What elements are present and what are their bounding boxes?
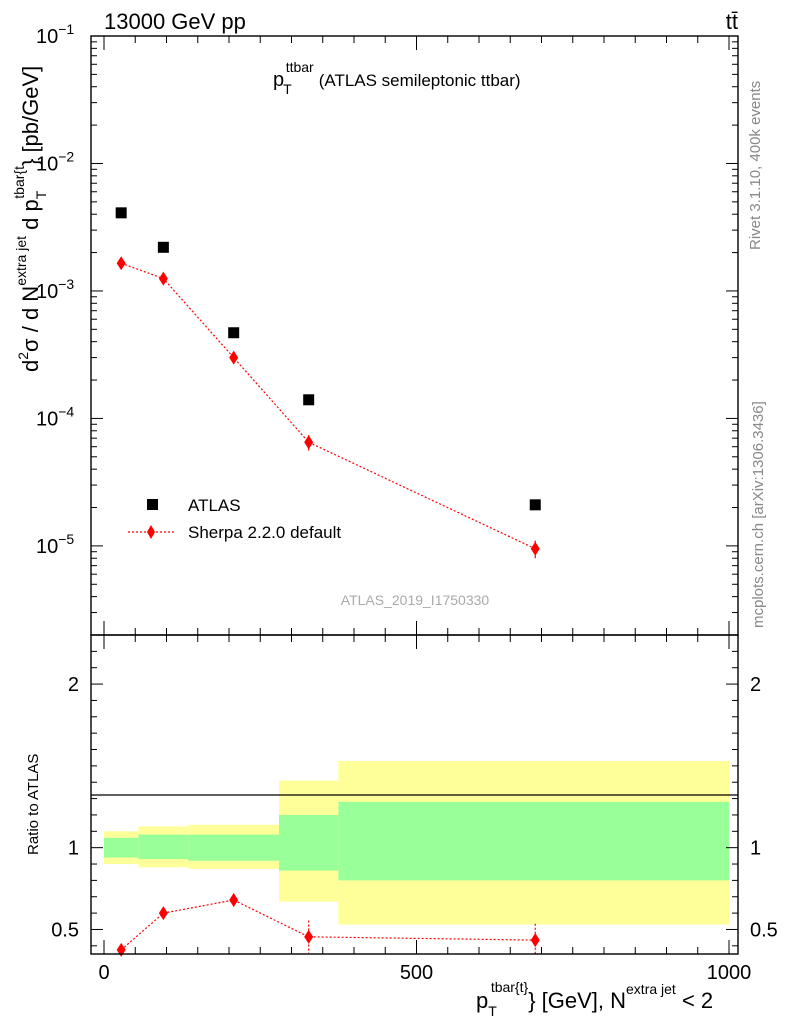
tick-base: 10 — [36, 281, 58, 303]
ratio-sherpa-point — [304, 929, 314, 944]
ylabel-part-tbar: tbar{t — [11, 166, 27, 199]
tick-base: 10 — [36, 153, 58, 175]
ratio-sherpa-line — [120, 899, 536, 951]
ylabel-part-extrajet: extra jet — [13, 236, 29, 286]
ratio-uncertainty-bands — [104, 760, 729, 925]
ylabel-part-T: T — [33, 190, 49, 199]
ratio-panel: 0 500 1000 0.5 0.5 1 1 2 2 Ratio to ATLAS pTtbar… — [25, 634, 778, 1019]
ratio-y-axis-label: Ratio to ATLAS — [25, 754, 42, 855]
sherpa-data-point — [116, 256, 126, 271]
main-axis-ticks: 10−510−410−310−210−1 — [36, 21, 738, 636]
ratio-y-tick-label-right: 2 — [750, 674, 761, 696]
main-panel: 10−510−410−310−210−1 pTttbar(ATLAS semil… — [11, 21, 739, 636]
header-energy-label: 13000 GeV pp — [104, 9, 246, 34]
analysis-watermark: ATLAS_2019_I1750330 — [341, 592, 490, 608]
main-y-tick-label: 10−1 — [36, 21, 74, 48]
ratio-x-tick-label: 1000 — [707, 962, 752, 984]
ylabel-part-unit: } [pb/GeV] — [18, 66, 43, 166]
legend: ATLAS Sherpa 2.2.0 default — [128, 496, 341, 542]
main-y-tick-label: 10−3 — [36, 276, 74, 303]
tick-exponent: −5 — [58, 531, 74, 547]
ylabel-part-d: d — [18, 360, 43, 372]
title-sub: T — [283, 81, 292, 97]
main-data-marks — [115, 207, 541, 559]
ratio-y-tick-label-left: 1 — [68, 838, 79, 860]
title-sup: ttbar — [286, 59, 314, 75]
main-y-tick-label: 10−4 — [36, 403, 74, 430]
atlas-data-point — [228, 327, 240, 339]
atlas-data-point — [529, 499, 541, 511]
sherpa-data-point — [158, 271, 168, 286]
header-process-label: tt̄ — [726, 9, 738, 34]
xlabel-part-tbar: tbar{t} — [491, 979, 529, 995]
xlabel-part-unit: } [GeV], N — [528, 988, 626, 1013]
tick-base: 10 — [36, 408, 58, 430]
ratio-band-inner — [279, 814, 339, 871]
mcplots-label: mcplots.cern.ch [arXiv:1306.3436] — [750, 401, 767, 628]
ratio-y-tick-label-left: 2 — [68, 674, 79, 696]
tick-exponent: −4 — [58, 403, 74, 419]
ratio-band-inner — [138, 834, 189, 860]
main-y-tick-label: 10−2 — [36, 148, 74, 175]
xlabel-part-p: p — [476, 988, 488, 1013]
ratio-band-inner — [104, 837, 139, 858]
ratio-sherpa-point — [158, 906, 168, 921]
sherpa-data-point — [229, 350, 239, 365]
title-rest: (ATLAS semileptonic ttbar) — [319, 71, 521, 90]
xlabel-part-extrajet: extra jet — [626, 981, 676, 997]
ratio-band-inner — [338, 801, 729, 881]
ratio-sherpa-point — [530, 933, 540, 948]
ratio-y-tick-label-left: 0.5 — [51, 919, 79, 941]
ratio-x-tick-label: 500 — [400, 962, 433, 984]
tick-exponent: −3 — [58, 276, 74, 292]
sherpa-line — [120, 262, 536, 550]
rivet-version-label: Rivet 3.1.10, 400k events — [747, 81, 764, 250]
ratio-band-inner — [188, 834, 279, 861]
main-y-axis-label: d2σ / d Nextra jet d pTtbar{t} [pb/GeV] — [11, 66, 49, 372]
main-frame — [90, 35, 739, 636]
tick-base: 10 — [36, 26, 58, 48]
ylabel-part-2: 2 — [15, 352, 31, 360]
ylabel-part-dp: d p — [18, 199, 43, 236]
legend-atlas-marker — [147, 499, 158, 510]
ratio-sherpa-point — [116, 942, 126, 957]
ratio-y-tick-label-right: 0.5 — [750, 919, 778, 941]
sherpa-data-point — [530, 541, 540, 556]
ylabel-part-sigma: σ / d N — [18, 286, 43, 352]
atlas-data-point — [115, 207, 127, 219]
sherpa-data-point — [304, 435, 314, 450]
title-p: p — [273, 69, 284, 91]
ratio-x-tick-label: 0 — [98, 962, 109, 984]
ratio-sherpa-point — [229, 893, 239, 908]
main-title: pTttbar (ATLAS semileptonic ttbar) — [273, 59, 521, 97]
ratio-y-tick-label-right: 1 — [750, 838, 761, 860]
ratio-frame — [90, 634, 739, 955]
tick-base: 10 — [36, 536, 58, 558]
tick-exponent: −2 — [58, 148, 74, 164]
legend-sherpa-marker — [147, 525, 155, 539]
x-axis-label: pTtbar{t}} [GeV], Nextra jet < 2 — [476, 979, 713, 1019]
legend-atlas-label: ATLAS — [188, 496, 241, 515]
main-y-tick-label: 10−5 — [36, 531, 74, 558]
xlabel-part-T: T — [488, 1003, 497, 1019]
atlas-data-point — [157, 241, 169, 253]
legend-sherpa-label: Sherpa 2.2.0 default — [188, 523, 341, 542]
atlas-data-point — [303, 394, 315, 406]
ratio-axis-ticks: 0 500 1000 0.5 0.5 1 1 2 2 — [51, 635, 778, 984]
tick-exponent: −1 — [58, 21, 74, 37]
xlabel-part-lt2: < 2 — [676, 988, 713, 1013]
